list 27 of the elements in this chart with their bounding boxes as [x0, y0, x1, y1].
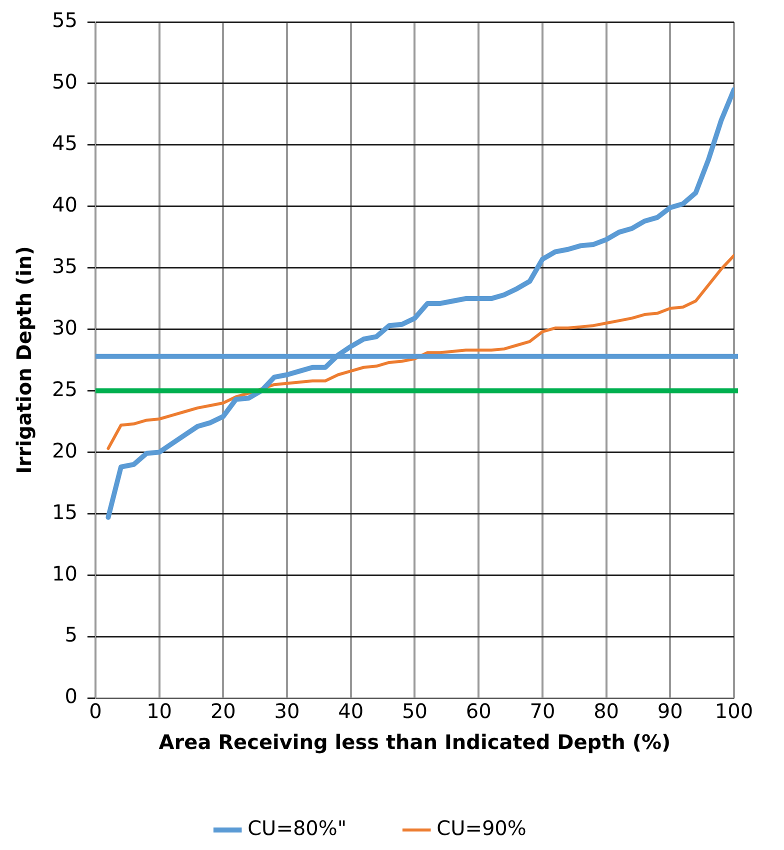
x-tick-label: 80 [594, 699, 620, 724]
x-tick-label: 40 [338, 699, 364, 724]
y-tick-label: 20 [52, 438, 78, 462]
x-axis-title: Area Receiving less than Indicated Depth (%) [158, 730, 671, 754]
x-tick-label: 90 [657, 699, 683, 724]
x-tick-label: 70 [530, 699, 556, 724]
y-axis-title: Irrigation Depth (in) [12, 246, 36, 474]
y-tick-label: 5 [64, 622, 78, 647]
legend-label: CU=80%" [248, 816, 347, 840]
x-tick-label: 50 [402, 699, 428, 724]
y-tick-label: 50 [52, 70, 78, 94]
y-tick-label: 15 [52, 500, 78, 524]
legend-label: CU=90% [436, 816, 526, 840]
x-tick-label: 10 [146, 699, 172, 724]
x-tick-label: 20 [210, 699, 236, 724]
y-tick-label: 25 [52, 376, 78, 401]
y-tick-label: 40 [52, 192, 78, 217]
x-tick-label: 30 [274, 699, 300, 724]
y-tick-label: 35 [52, 254, 78, 278]
y-tick-label: 45 [52, 131, 78, 156]
x-tick-label: 60 [466, 699, 492, 724]
y-tick-label: 10 [52, 561, 78, 586]
y-tick-label: 55 [52, 8, 78, 32]
x-tick-label: 100 [714, 699, 754, 724]
y-tick-label: 30 [52, 315, 78, 340]
x-tick-label: 0 [89, 699, 102, 724]
y-tick-label: 0 [64, 684, 78, 708]
